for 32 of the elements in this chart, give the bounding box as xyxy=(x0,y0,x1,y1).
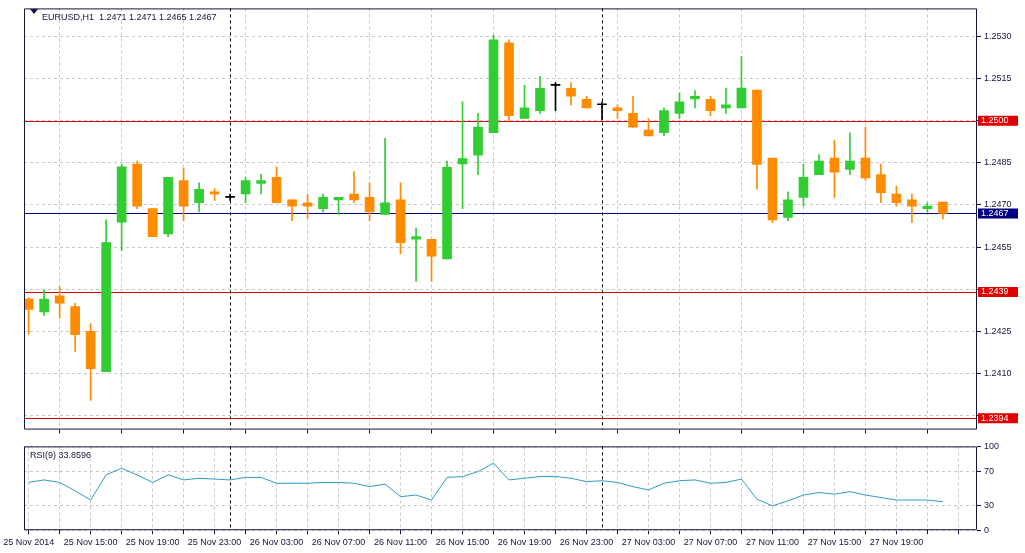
x-tick-label: 26 Nov 15:00 xyxy=(435,537,490,548)
x-tick-label: 25 Nov 15:00 xyxy=(63,537,118,548)
x-tick-label: 27 Nov 11:00 xyxy=(746,537,799,548)
x-tick-label: 25 Nov 2014 xyxy=(3,537,55,548)
y-tick-label: 70 xyxy=(984,466,995,477)
chart-title: RSI(9) 33.8596 xyxy=(30,449,92,460)
y-tick-label: 1.2455 xyxy=(984,241,1012,252)
x-tick-label: 27 Nov 07:00 xyxy=(683,537,738,548)
ref-line-label: 1.2500 xyxy=(981,115,1009,126)
y-tick-label: 30 xyxy=(984,499,995,510)
x-tick-label: 25 Nov 19:00 xyxy=(125,537,180,548)
chart-title: EURUSD,H1 1.2471 1.2471 1.2465 1.2467 xyxy=(42,11,217,22)
ref-line-label: 1.2394 xyxy=(981,412,1009,423)
x-tick-label: 25 Nov 23:00 xyxy=(187,537,242,548)
y-tick-label: 100 xyxy=(984,440,1000,451)
x-tick-label: 26 Nov 11:00 xyxy=(374,537,427,548)
x-tick-label: 26 Nov 07:00 xyxy=(311,537,366,548)
y-tick-label: 0 xyxy=(984,524,990,535)
y-tick-label: 1.2425 xyxy=(984,325,1012,336)
y-tick-label: 1.2515 xyxy=(984,73,1012,84)
y-tick-label: 1.2470 xyxy=(984,199,1012,210)
x-tick-label: 26 Nov 23:00 xyxy=(559,537,614,548)
y-tick-label: 1.2530 xyxy=(984,30,1012,41)
x-tick-label: 26 Nov 03:00 xyxy=(249,537,304,548)
ref-line-label: 1.2467 xyxy=(981,207,1009,218)
x-tick-label: 27 Nov 15:00 xyxy=(807,537,862,548)
x-tick-label: 27 Nov 19:00 xyxy=(869,537,924,548)
ref-line-label: 1.2439 xyxy=(981,286,1009,297)
x-tick-label: 27 Nov 03:00 xyxy=(621,537,676,548)
y-tick-label: 1.2485 xyxy=(984,157,1012,168)
x-tick-label: 26 Nov 19:00 xyxy=(497,537,552,548)
y-tick-label: 1.2410 xyxy=(984,367,1012,378)
